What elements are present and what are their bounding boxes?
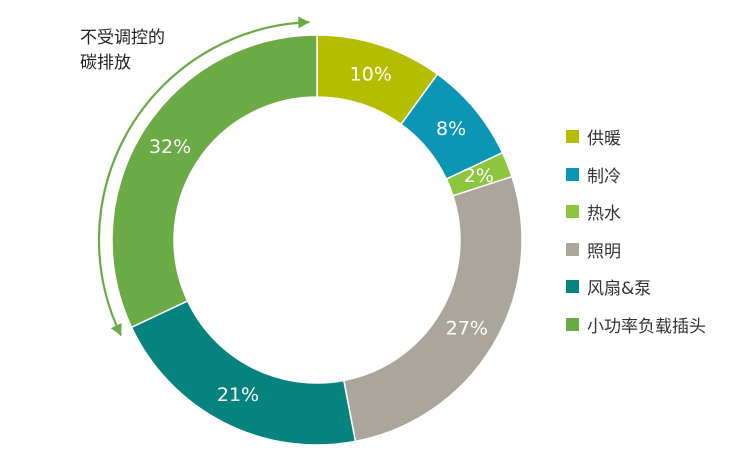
donut-slice xyxy=(130,299,357,446)
legend-item: 照明 xyxy=(566,231,706,269)
legend-label: 小功率负载插头 xyxy=(587,316,706,337)
legend-label: 风扇&泵 xyxy=(587,279,652,300)
legend-item: 风扇&泵 xyxy=(566,268,706,306)
legend-swatch xyxy=(566,242,579,256)
legend-item: 小功率负载插头 xyxy=(566,306,706,344)
annotation-arrow-arc xyxy=(97,21,310,337)
donut-slice xyxy=(342,175,523,443)
annotation-arrowhead-start xyxy=(110,323,122,336)
legend-label: 照明 xyxy=(587,241,621,262)
legend-label: 制冷 xyxy=(587,166,621,187)
annotation-arrow xyxy=(97,16,310,337)
legend-label: 热水 xyxy=(587,204,621,225)
slice-value-label: 8% xyxy=(436,118,466,140)
legend-swatch xyxy=(566,205,579,219)
slice-value-label: 27% xyxy=(446,318,488,340)
slice-value-label: 10% xyxy=(350,64,392,86)
legend-item: 制冷 xyxy=(566,156,706,194)
slice-value-label: 32% xyxy=(149,136,191,158)
legend-item: 供暖 xyxy=(566,118,706,156)
legend-swatch xyxy=(566,280,579,294)
legend-label: 供暖 xyxy=(587,129,621,150)
legend-swatch xyxy=(566,167,579,181)
slice-value-label: 21% xyxy=(217,384,259,406)
slice-value-label: 2% xyxy=(464,165,494,187)
legend-item: 热水 xyxy=(566,193,706,231)
annotation-label: 不受调控的 碳排放 xyxy=(80,28,165,73)
legend: 供暖制冷热水照明风扇&泵小功率负载插头 xyxy=(566,118,706,343)
legend-swatch xyxy=(566,317,579,331)
legend-swatch xyxy=(566,130,579,144)
donut-slice xyxy=(111,34,318,329)
annotation-arrowhead-end xyxy=(298,16,310,29)
